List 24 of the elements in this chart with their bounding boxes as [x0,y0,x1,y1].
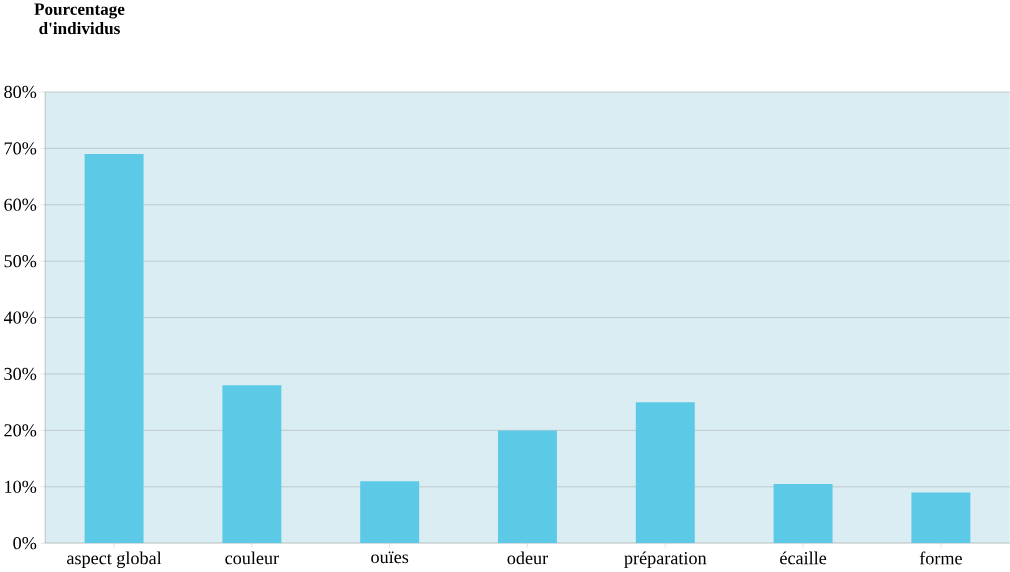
x-tick-label: écaille [780,551,827,565]
y-tick-label: 0% [13,537,37,550]
y-tick-label: 30% [4,368,37,381]
x-tick-label: ouïes [371,551,409,564]
y-tick-label: 20% [4,424,37,437]
y-tick-label: 10% [5,480,37,494]
bar [911,492,971,544]
x-tick-label: couleur [225,551,279,565]
y-tick-label: 80% [4,86,37,99]
y-tick-label: 60% [4,198,37,212]
bar [360,481,420,544]
y-tick-label: 70% [4,142,37,155]
bar [773,484,833,544]
bar [635,402,695,544]
y-axis-title: Pourcentage d'individus [34,3,125,35]
y-tick-label: 50% [4,255,37,268]
y-tick-label: 40% [3,311,37,324]
bar [84,154,144,544]
x-tick-label: forme [919,551,962,565]
x-tick-label: préparation [624,551,707,569]
x-tick-label: aspect global [67,551,162,569]
bar [498,430,557,544]
bar [222,385,282,544]
x-tick-label: odeur [507,551,548,565]
